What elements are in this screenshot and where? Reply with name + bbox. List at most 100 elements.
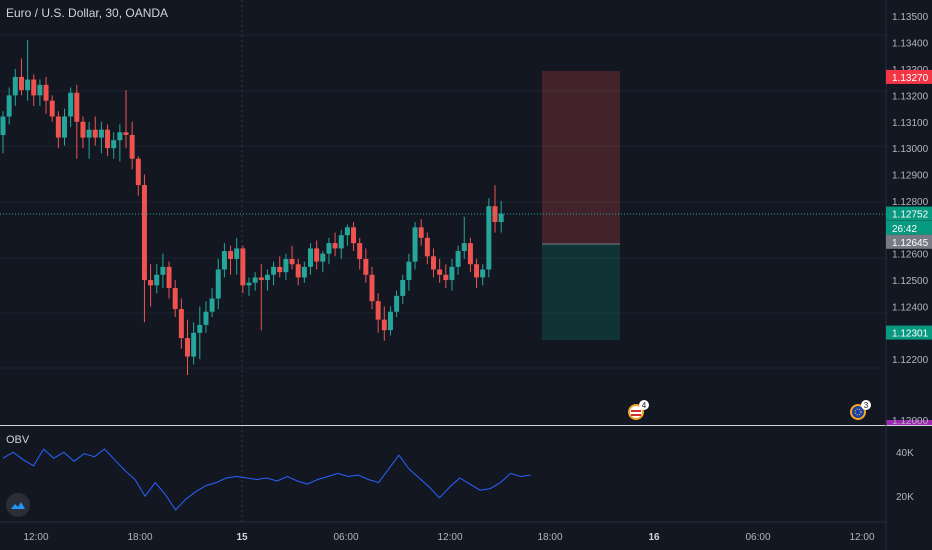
candle-body[interactable]: [381, 319, 387, 331]
candle-body[interactable]: [111, 140, 117, 149]
candle-body[interactable]: [351, 227, 357, 244]
price-axis[interactable]: 1.135001.134001.133001.132001.131001.130…: [892, 12, 929, 366]
candle-body[interactable]: [486, 206, 492, 270]
candle-body[interactable]: [461, 243, 467, 252]
candle-body[interactable]: [178, 309, 184, 339]
obv-tick-20k: 20K: [896, 492, 914, 503]
candle-body[interactable]: [258, 277, 264, 281]
candle-body[interactable]: [25, 79, 31, 91]
candle-body[interactable]: [197, 324, 203, 333]
candle-body[interactable]: [98, 129, 104, 138]
candle-body[interactable]: [215, 269, 221, 299]
candle-body[interactable]: [172, 287, 178, 310]
candle-body[interactable]: [123, 132, 129, 135]
candle-body[interactable]: [320, 253, 326, 262]
candle-body[interactable]: [467, 243, 473, 265]
symbol-title[interactable]: Euro / U.S. Dollar, 30, OANDA: [6, 6, 169, 20]
candle-body[interactable]: [221, 251, 227, 270]
price-tick: 1.12600: [892, 250, 929, 261]
event-marker-eu[interactable]: 3: [850, 400, 871, 420]
candle-body[interactable]: [498, 213, 504, 223]
candle-body[interactable]: [117, 132, 123, 141]
candle-body[interactable]: [443, 274, 449, 281]
candle-body[interactable]: [148, 280, 154, 286]
indicator-label[interactable]: OBV: [6, 434, 30, 446]
candle-body[interactable]: [160, 266, 166, 275]
candle-body[interactable]: [326, 243, 332, 254]
candle-body[interactable]: [135, 158, 141, 186]
candle-body[interactable]: [68, 92, 74, 117]
candle-body[interactable]: [228, 251, 234, 259]
stop-loss-zone[interactable]: [542, 71, 620, 244]
candle-body[interactable]: [49, 100, 55, 117]
candle-body[interactable]: [252, 277, 258, 283]
candle-body[interactable]: [332, 243, 338, 249]
candle-body[interactable]: [86, 129, 92, 138]
candle-body[interactable]: [412, 227, 418, 262]
candle-body[interactable]: [203, 311, 209, 325]
candle-body[interactable]: [240, 248, 246, 286]
candle-body[interactable]: [289, 258, 295, 265]
candle-body[interactable]: [80, 121, 86, 138]
candle-body[interactable]: [418, 227, 424, 238]
candle-body[interactable]: [357, 243, 363, 259]
candle-body[interactable]: [31, 79, 37, 96]
candle-body[interactable]: [314, 248, 320, 262]
candle-body[interactable]: [480, 269, 486, 278]
candle-body[interactable]: [234, 248, 240, 259]
candle-body[interactable]: [295, 264, 301, 278]
candle-body[interactable]: [55, 116, 61, 138]
candle-body[interactable]: [43, 84, 49, 101]
price-tick: 1.12200: [892, 355, 929, 366]
candle-body[interactable]: [6, 95, 12, 117]
candle-body[interactable]: [92, 129, 98, 138]
candle-body[interactable]: [18, 76, 24, 91]
price-tick: 1.13500: [892, 12, 929, 23]
candle-body[interactable]: [191, 332, 197, 357]
candle-body[interactable]: [369, 274, 375, 302]
candle-body[interactable]: [264, 274, 270, 281]
candle-body[interactable]: [0, 116, 6, 135]
candle-body[interactable]: [37, 84, 43, 96]
candle-body[interactable]: [209, 298, 215, 312]
candle-body[interactable]: [283, 258, 289, 273]
candle-body[interactable]: [308, 248, 313, 267]
candle-body[interactable]: [141, 185, 147, 281]
price-tag-label: 1.12301: [892, 329, 929, 340]
candle-body[interactable]: [129, 134, 135, 159]
time-axis[interactable]: 12:00 18:00 15 06:00 12:00 18:00 16 06:00 12:00: [23, 532, 874, 543]
candle-body[interactable]: [455, 251, 461, 267]
event-marker-us[interactable]: 4: [628, 400, 649, 420]
candle-body[interactable]: [62, 116, 67, 138]
candle-body[interactable]: [400, 280, 406, 296]
candle-body[interactable]: [338, 235, 344, 249]
price-tag: [886, 206, 932, 221]
candle-body[interactable]: [271, 266, 277, 275]
take-profit-zone[interactable]: [542, 244, 620, 340]
candle-body[interactable]: [394, 295, 400, 312]
candle-body[interactable]: [449, 266, 455, 281]
candle-body[interactable]: [474, 264, 480, 278]
price-tag: [886, 234, 932, 249]
candle-body[interactable]: [154, 274, 160, 286]
price-tags: 1.13270 1.12752 26:42 1.12645 1.12301: [886, 69, 932, 340]
candle-body[interactable]: [277, 266, 283, 273]
candle-body[interactable]: [431, 256, 436, 270]
candle-body[interactable]: [424, 237, 430, 257]
candle-body[interactable]: [301, 266, 307, 278]
tradingview-logo[interactable]: [6, 493, 30, 517]
candle-body[interactable]: [12, 76, 18, 96]
candle-body[interactable]: [406, 261, 412, 281]
candle-body[interactable]: [387, 311, 393, 331]
candle-body[interactable]: [74, 92, 80, 122]
candle-body[interactable]: [185, 338, 190, 357]
candle-body[interactable]: [166, 266, 172, 288]
candle-body[interactable]: [344, 227, 350, 236]
candle-body[interactable]: [437, 269, 443, 275]
candle-body[interactable]: [246, 282, 252, 286]
candle-body[interactable]: [105, 129, 111, 149]
candle-body[interactable]: [375, 301, 381, 320]
event-count: 3: [864, 401, 869, 410]
candle-body[interactable]: [363, 258, 369, 275]
